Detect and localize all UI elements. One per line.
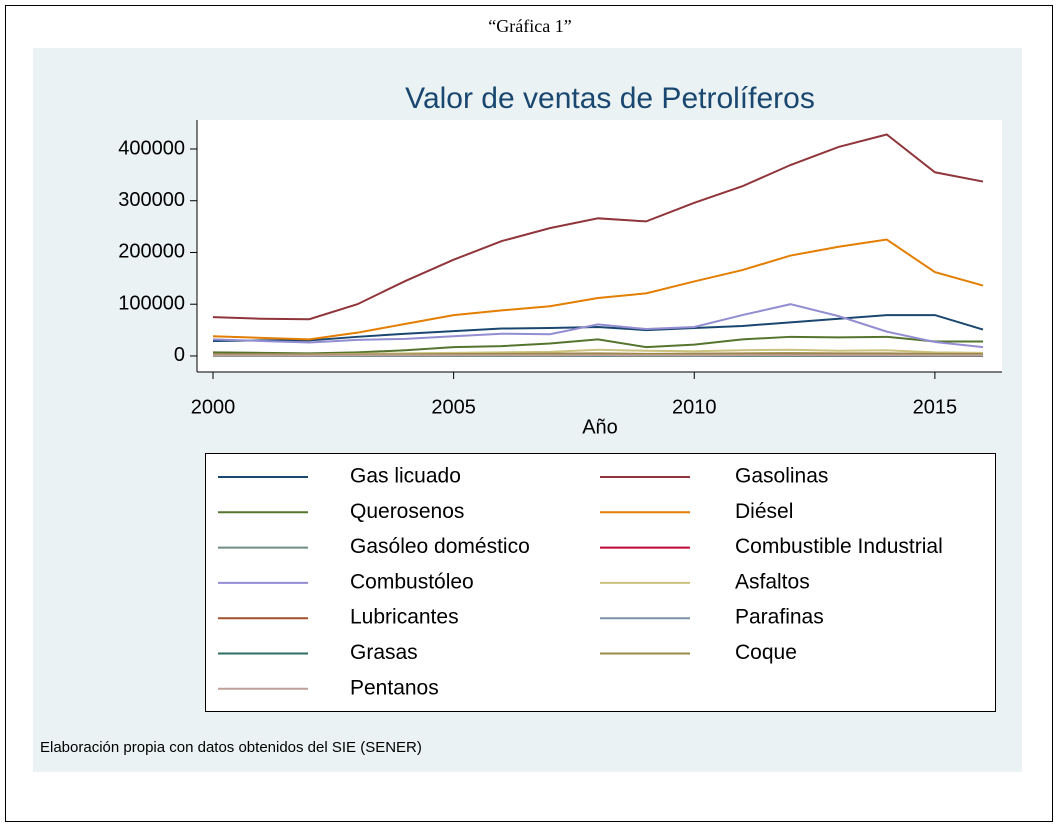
series-line <box>212 238 984 341</box>
x-tick-label: 2005 <box>431 396 476 418</box>
y-tick-label: 300000 <box>118 189 185 211</box>
legend-label: Asfaltos <box>735 570 810 593</box>
legend-label: Combustóleo <box>350 570 474 593</box>
legend-label: Combustible Industrial <box>735 535 943 558</box>
x-tick-label: 2000 <box>191 396 236 418</box>
caption: “Gráfica 1” <box>488 16 571 36</box>
legend-label: Pentanos <box>350 676 439 699</box>
legend-label: Lubricantes <box>350 606 459 629</box>
chart-title: Valor de ventas de Petrolíferos <box>405 82 815 115</box>
series-line <box>212 314 984 342</box>
plot-area <box>197 120 1002 372</box>
legend-label: Parafinas <box>735 606 824 629</box>
y-tick-label: 0 <box>174 344 185 366</box>
series-line <box>212 303 984 349</box>
y-tick-label: 400000 <box>118 137 185 159</box>
legend-label: Gasóleo doméstico <box>350 535 530 558</box>
legend-label: Coque <box>735 641 797 664</box>
series-line <box>212 335 983 355</box>
series-line <box>212 133 984 321</box>
note: Elaboración propia con datos obtenidos d… <box>40 739 422 756</box>
plot: 0 100000 200000 300000 400000 2000 2005 2010 201… <box>118 133 984 699</box>
y-tick-label: 200000 <box>118 241 185 263</box>
y-tick-label: 100000 <box>118 292 185 314</box>
legend-label: Gasolinas <box>735 465 828 488</box>
legend-label: Querosenos <box>350 500 464 523</box>
legend-label: Grasas <box>350 641 418 664</box>
x-axis-title: Año <box>582 416 618 438</box>
legend-label: Diésel <box>735 500 793 523</box>
legend-label: Gas licuado <box>350 465 461 488</box>
x-tick-label: 2015 <box>913 396 958 418</box>
x-tick-label: 2010 <box>672 396 717 418</box>
